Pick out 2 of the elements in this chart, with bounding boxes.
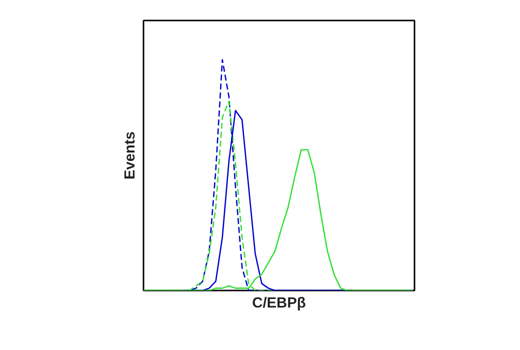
y-axis-title: Events <box>122 131 138 180</box>
x-axis-title: C/EBPβ <box>252 296 306 312</box>
